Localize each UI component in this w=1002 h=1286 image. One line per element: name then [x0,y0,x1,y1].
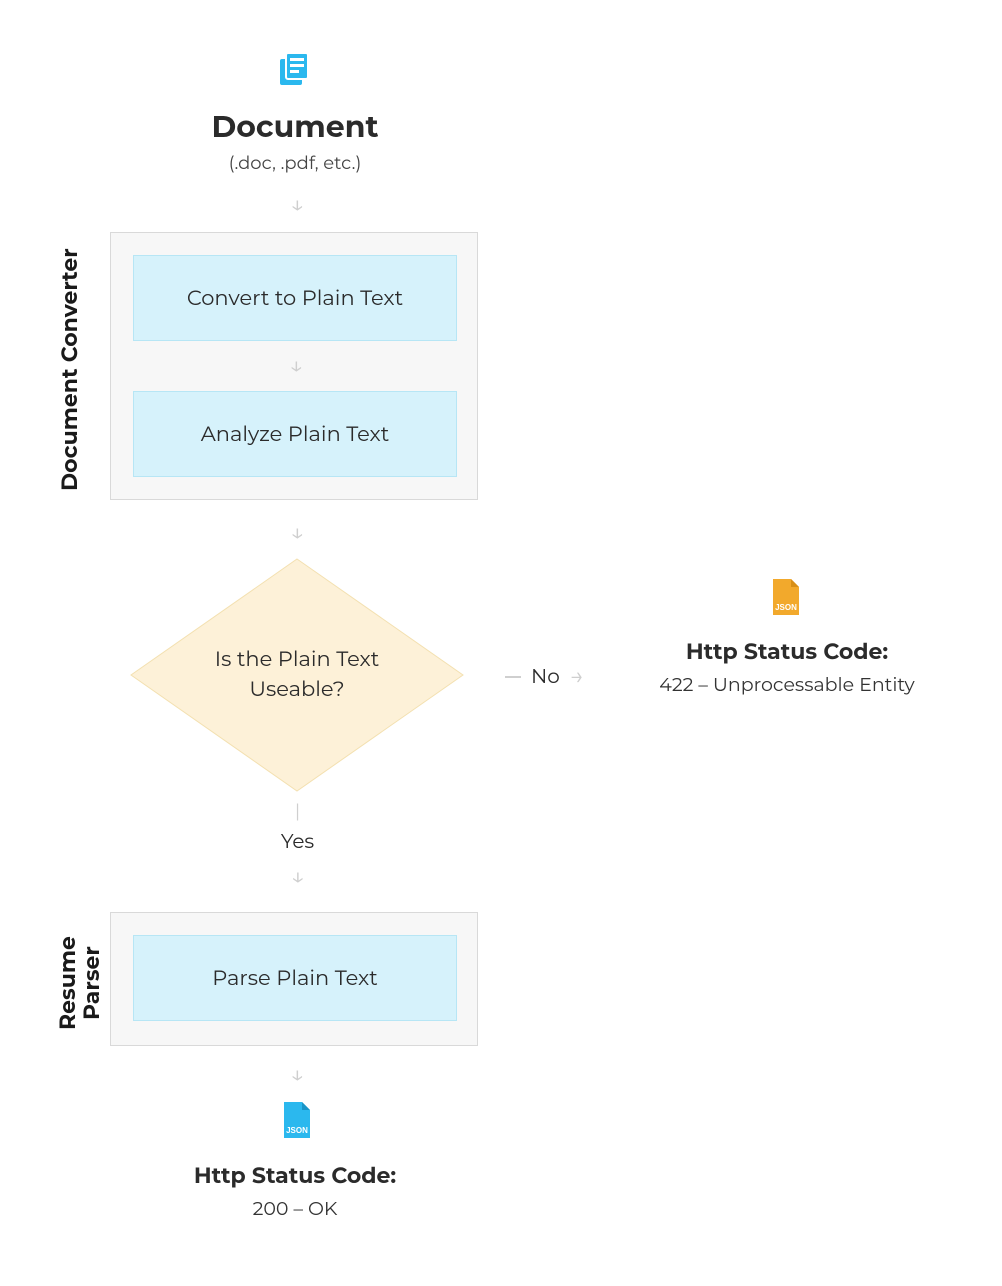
group-parser: Parse Plain Text [110,912,478,1046]
document-icon [275,48,315,93]
svg-text:JSON: JSON [775,603,797,612]
outcome-error-detail: 422 – Unprocessable Entity [632,673,942,696]
decision-line1: Is the Plain Text [215,647,379,672]
node-decision: Is the Plain Text Useable? [127,555,467,795]
node-analyze-label: Analyze Plain Text [201,422,390,447]
arrow-down-icon: ↓ [287,190,307,218]
header-title: Document [120,108,470,145]
group-converter: Convert to Plain Text ↓ Analyze Plain Te… [110,232,478,500]
arrow-down-icon: ↓ [286,351,306,379]
json-file-icon: JSON [769,577,803,622]
outcome-ok: Http Status Code: 200 – OK [120,1162,470,1220]
decision-line2: Useable? [249,677,344,702]
edge-no: No → [505,662,584,691]
group-label-converter: Document Converter [56,240,83,500]
json-file-icon: JSON [280,1100,314,1145]
group-label-parser: Resume Parser [56,918,104,1048]
edge-no-label: No [531,665,560,689]
arrow-down-icon: ↓ [287,518,307,546]
arrow-down-icon: ↓ [287,1060,307,1088]
node-parse-label: Parse Plain Text [212,966,377,991]
flowchart-canvas: Document (.doc, .pdf, etc.) ↓ Document C… [0,0,1002,1286]
node-analyze: Analyze Plain Text [133,391,457,477]
svg-text:JSON: JSON [286,1126,308,1135]
outcome-ok-detail: 200 – OK [120,1197,470,1220]
outcome-error: Http Status Code: 422 – Unprocessable En… [632,638,942,696]
header-subtitle: (.doc, .pdf, etc.) [120,152,470,174]
edge-yes-label: Yes [260,830,335,854]
node-decision-label: Is the Plain Text Useable? [127,555,467,795]
node-convert-label: Convert to Plain Text [187,286,403,311]
outcome-ok-title: Http Status Code: [120,1162,470,1189]
outcome-error-title: Http Status Code: [632,638,942,665]
edge-yes: | Yes ↓ [260,800,335,891]
node-parse: Parse Plain Text [133,935,457,1021]
node-convert: Convert to Plain Text [133,255,457,341]
